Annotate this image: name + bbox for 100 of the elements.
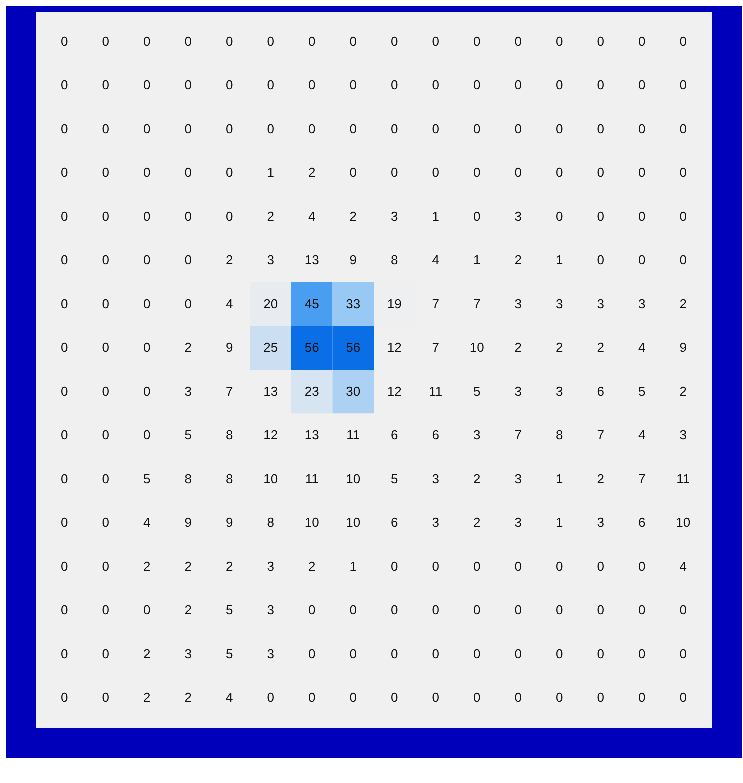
data-label: 0 — [350, 34, 357, 49]
data-label: 3 — [514, 208, 522, 224]
data-label: 2 — [267, 208, 274, 224]
data-label: 0 — [61, 428, 68, 443]
data-label: 2 — [680, 384, 687, 399]
data-label: 6 — [597, 384, 604, 399]
data-label: 0 — [350, 121, 357, 136]
data-label: 2 — [514, 340, 522, 356]
data-label: 0 — [514, 690, 522, 706]
data-label: 0 — [391, 690, 398, 706]
data-label: 0 — [514, 78, 522, 93]
data-label: 45 — [304, 296, 320, 312]
data-label: 1 — [267, 165, 274, 180]
data-label: 2 — [556, 340, 564, 356]
data-label: 33 — [346, 296, 361, 312]
data-label: 0 — [102, 165, 110, 180]
data-label: 8 — [267, 515, 274, 530]
data-label: 3 — [680, 428, 687, 443]
data-label: 4 — [308, 208, 316, 224]
data-label: 0 — [308, 34, 316, 49]
data-label: 0 — [144, 602, 151, 618]
data-label: 0 — [184, 34, 192, 49]
data-label: 0 — [514, 558, 522, 574]
data-label: 0 — [680, 646, 687, 662]
data-label: 0 — [680, 78, 687, 93]
data-label: 25 — [264, 340, 278, 356]
data-label: 9 — [226, 340, 234, 356]
data-label: 0 — [308, 646, 316, 662]
data-label: 0 — [184, 296, 192, 312]
data-label: 0 — [184, 165, 192, 180]
data-label: 8 — [184, 471, 192, 486]
data-label: 1 — [432, 208, 440, 224]
data-label: 0 — [184, 121, 192, 136]
data-label: 0 — [556, 165, 564, 180]
data-label: 5 — [226, 602, 234, 618]
data-label: 30 — [346, 384, 361, 399]
data-label: 0 — [61, 78, 68, 93]
data-label: 0 — [638, 165, 646, 180]
data-label: 5 — [474, 384, 481, 399]
data-label: 10 — [346, 471, 361, 486]
data-label: 3 — [514, 471, 522, 486]
data-label: 9 — [226, 515, 234, 530]
data-label: 0 — [350, 690, 357, 706]
data-label: 0 — [474, 602, 481, 618]
data-label: 2 — [350, 208, 357, 224]
data-label: 4 — [144, 515, 151, 530]
data-label: 0 — [226, 78, 234, 93]
data-label: 3 — [184, 384, 192, 399]
data-label: 0 — [597, 165, 604, 180]
data-label: 10 — [470, 340, 484, 356]
data-label: 0 — [350, 602, 357, 618]
data-label: 0 — [638, 252, 646, 268]
data-label: 1 — [556, 471, 564, 486]
data-label: 0 — [474, 78, 481, 93]
data-label: 0 — [226, 165, 234, 180]
data-label: 0 — [267, 34, 274, 49]
data-label: 0 — [308, 121, 316, 136]
data-label: 0 — [61, 471, 68, 486]
data-label: 3 — [597, 515, 604, 530]
data-label: 9 — [184, 515, 192, 530]
data-label: 0 — [638, 690, 646, 706]
data-label: 3 — [556, 296, 564, 312]
data-label: 0 — [102, 558, 110, 574]
data-label: 0 — [597, 78, 604, 93]
data-label: 7 — [226, 384, 234, 399]
data-label: 2 — [144, 690, 151, 706]
data-label: 3 — [474, 428, 481, 443]
data-label: 0 — [474, 690, 481, 706]
data-label: 10 — [346, 515, 361, 530]
data-label: 19 — [387, 296, 402, 312]
data-label: 0 — [144, 34, 151, 49]
data-label: 0 — [514, 646, 522, 662]
data-label: 0 — [308, 690, 316, 706]
data-label: 0 — [61, 296, 68, 312]
data-label: 0 — [432, 78, 440, 93]
data-label: 0 — [391, 602, 398, 618]
data-label: 6 — [432, 428, 440, 443]
data-label: 0 — [432, 690, 440, 706]
data-label: 0 — [61, 340, 68, 356]
data-label: 8 — [226, 428, 234, 443]
data-label: 7 — [474, 296, 481, 312]
data-label: 2 — [308, 165, 316, 180]
data-label: 7 — [432, 340, 440, 356]
data-label: 13 — [304, 252, 320, 268]
data-label: 0 — [556, 121, 564, 136]
data-label: 0 — [474, 165, 481, 180]
data-label: 0 — [597, 690, 604, 706]
data-label: 0 — [144, 78, 151, 93]
data-label: 3 — [184, 646, 192, 662]
data-label: 0 — [474, 558, 481, 574]
data-label: 12 — [264, 428, 278, 443]
data-label: 0 — [432, 602, 440, 618]
data-label: 0 — [597, 121, 604, 136]
data-label: 0 — [638, 121, 646, 136]
data-label: 0 — [102, 515, 110, 530]
data-label: 0 — [226, 208, 234, 224]
data-label: 56 — [346, 340, 361, 356]
data-label: 3 — [432, 471, 440, 486]
data-label: 10 — [304, 515, 320, 530]
data-label: 0 — [102, 208, 110, 224]
